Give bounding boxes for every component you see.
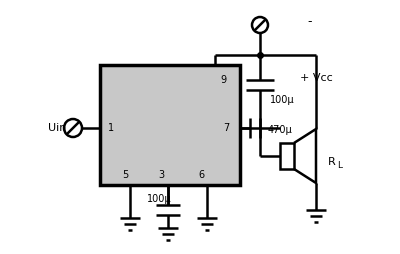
Text: 7: 7 bbox=[223, 123, 229, 133]
Text: + Vcc: + Vcc bbox=[300, 73, 333, 83]
Text: 9: 9 bbox=[220, 75, 226, 85]
Text: 100μ: 100μ bbox=[270, 95, 295, 105]
Text: 100μ: 100μ bbox=[147, 194, 172, 204]
Text: 1: 1 bbox=[108, 123, 114, 133]
Text: L: L bbox=[337, 161, 342, 169]
Text: 3: 3 bbox=[158, 170, 164, 180]
Bar bbox=[280, 143, 294, 169]
Text: 470μ: 470μ bbox=[268, 125, 293, 135]
Text: Uin: Uin bbox=[48, 123, 66, 133]
Text: R: R bbox=[328, 157, 336, 167]
Text: 5: 5 bbox=[122, 170, 128, 180]
Text: 6: 6 bbox=[198, 170, 204, 180]
Bar bbox=[100, 65, 240, 185]
Text: -: - bbox=[308, 15, 312, 28]
